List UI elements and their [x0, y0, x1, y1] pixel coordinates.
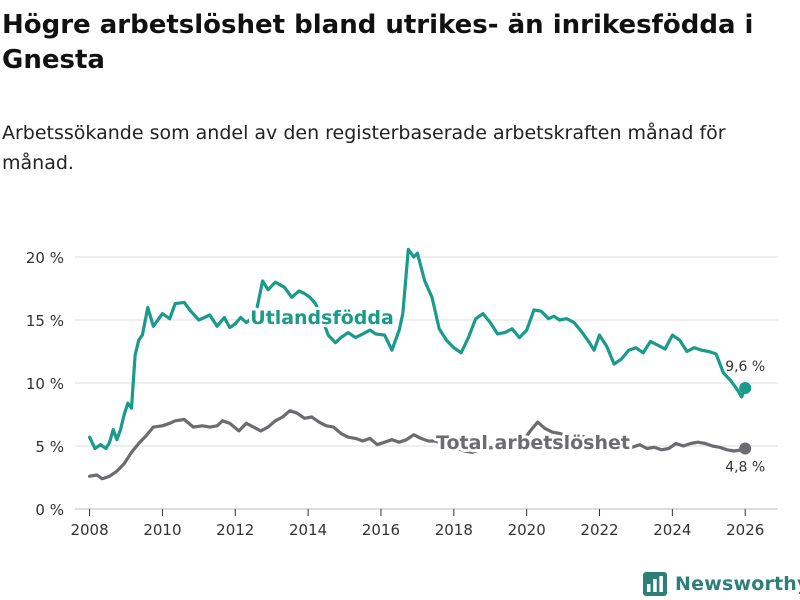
series-label-utlandsfodda: Utlandsfödda — [250, 307, 394, 329]
brand-logo: Newsworthy — [643, 569, 800, 599]
brand-name: Newsworthy — [675, 573, 800, 595]
x-tick-label: 2026 — [726, 521, 764, 539]
bar-chart-icon — [643, 572, 667, 596]
series-line-total — [87, 409, 747, 481]
x-tick-label: 2020 — [508, 521, 546, 539]
end-point-total — [739, 442, 752, 455]
x-tick-label: 2022 — [580, 521, 618, 539]
end-label-total: 4,8 % — [725, 460, 765, 476]
y-tick-label: 0 % — [35, 501, 64, 519]
y-tick-label: 20 % — [26, 249, 64, 267]
series-label-total-halo: Total arbetslöshet — [436, 432, 630, 454]
end-point-utlandsfodda — [739, 382, 752, 395]
chart-subtitle: Arbetssökande som andel av den registerb… — [2, 122, 726, 174]
y-tick-label: 15 % — [26, 312, 64, 330]
x-tick-label: 2016 — [362, 521, 400, 539]
end-label-utlandsfodda: 9,6 % — [725, 359, 765, 375]
y-tick-label: 5 % — [35, 438, 64, 456]
x-tick-label: 2014 — [289, 521, 327, 539]
chart-title: Högre arbetslöshet bland utrikes- än inr… — [2, 10, 754, 75]
series-line-utlandsfodda — [87, 247, 747, 451]
x-tick-label: 2008 — [70, 521, 108, 539]
y-tick-label: 10 % — [26, 375, 64, 393]
series-label-utlandsfodda-halo: Utlandsfödda — [250, 307, 394, 329]
x-tick-label: 2012 — [216, 521, 254, 539]
x-tick-label: 2024 — [653, 521, 691, 539]
series-label-total: Total arbetslöshet — [436, 432, 630, 454]
x-tick-label: 2018 — [435, 521, 473, 539]
x-tick-label: 2010 — [143, 521, 181, 539]
